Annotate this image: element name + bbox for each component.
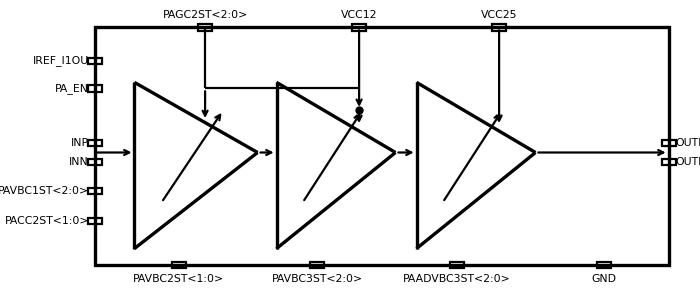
Text: PAVBC2ST<1:0>: PAVBC2ST<1:0> (133, 274, 224, 285)
Text: PA_EN: PA_EN (55, 83, 89, 94)
Text: OUTP: OUTP (676, 138, 700, 148)
Text: PAVBC3ST<2:0>: PAVBC3ST<2:0> (272, 274, 363, 285)
Text: VCC25: VCC25 (481, 10, 517, 20)
Text: PACC2ST<1:0>: PACC2ST<1:0> (4, 216, 89, 226)
Text: INP: INP (71, 138, 89, 148)
Text: VCC12: VCC12 (341, 10, 377, 20)
Text: PAGC2ST<2:0>: PAGC2ST<2:0> (162, 10, 248, 20)
Text: INN: INN (69, 157, 89, 167)
Text: GND: GND (592, 274, 617, 285)
Text: PAADVBC3ST<2:0>: PAADVBC3ST<2:0> (403, 274, 511, 285)
Text: PAVBC1ST<2:0>: PAVBC1ST<2:0> (0, 186, 89, 196)
Text: OUTN: OUTN (676, 157, 700, 167)
Text: IREF_I1OU: IREF_I1OU (33, 56, 89, 66)
